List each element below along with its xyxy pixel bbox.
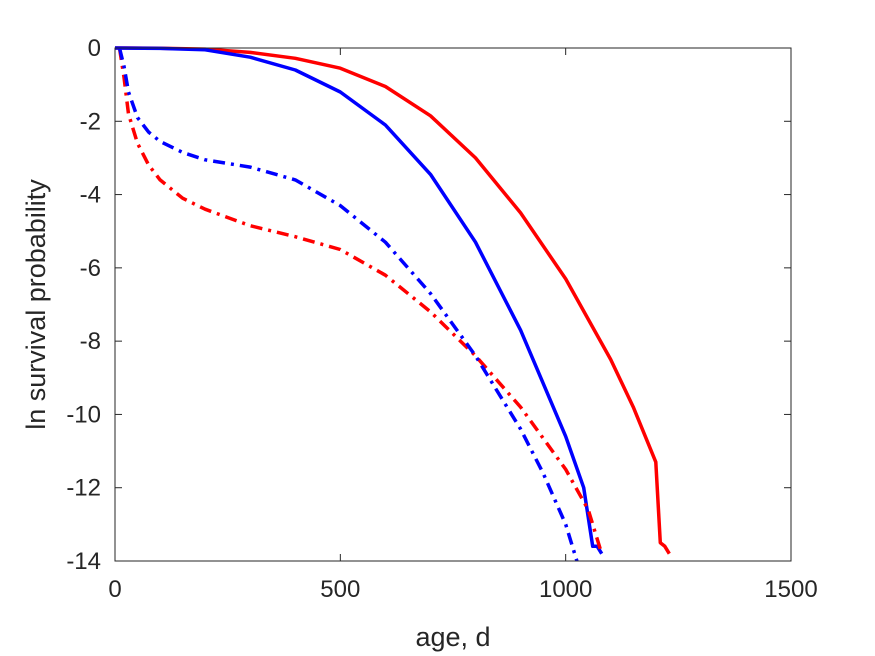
plot-frame: [114, 47, 792, 562]
series-line-4-dashdot: [117, 47, 579, 562]
x-tick-label: 1500: [764, 576, 817, 603]
x-tick-label: 500: [320, 576, 360, 603]
series-layer: [114, 46, 671, 562]
series-line-2-solid: [114, 46, 604, 555]
x-axis-label: age, d: [415, 622, 490, 652]
y-tick-label: 0: [88, 35, 101, 62]
y-tick-label: -10: [66, 401, 101, 428]
tick-layer: 0 500 1000 1500 0 -2 -4 -6 -8 -10 -12 -14: [66, 35, 817, 603]
x-tick-label: 0: [108, 576, 121, 603]
y-tick-label: -2: [80, 108, 101, 135]
y-tick-label: -6: [80, 255, 101, 282]
x-tick-label: 1000: [539, 576, 592, 603]
y-axis-label: ln survival probability: [21, 179, 51, 430]
y-tick-label: -14: [66, 548, 101, 575]
y-tick-label: -12: [66, 475, 101, 502]
series-line-3-dashdot: [117, 47, 604, 555]
y-tick-label: -8: [80, 328, 101, 355]
y-tick-label: -4: [80, 182, 101, 209]
series-line-1-solid: [114, 46, 671, 555]
